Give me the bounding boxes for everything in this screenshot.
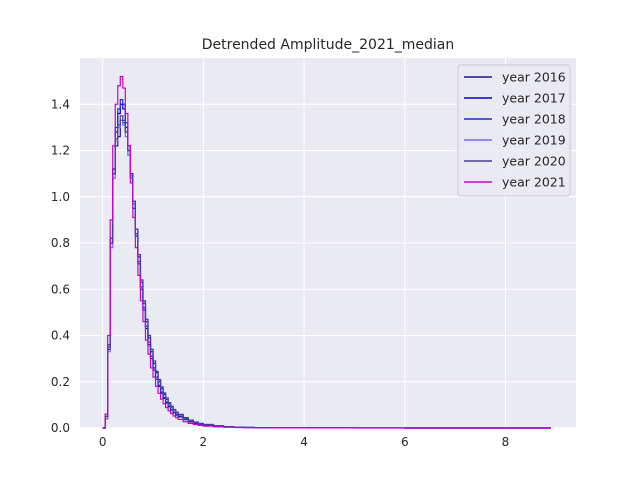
y-tick-label: 0.6 [51,282,70,296]
legend-label: year 2018 [502,112,566,127]
x-tick-label: 4 [300,435,308,449]
legend-label: year 2016 [502,70,566,85]
series-line-year-2021 [102,75,551,429]
series-layer [102,75,551,429]
legend-label: year 2017 [502,91,566,106]
chart-title: Detrended Amplitude_2021_median [202,37,455,53]
y-axis-ticks: 0.0 0.2 0.4 0.6 0.8 1.0 1.2 1.4 [51,97,70,435]
legend-label: year 2020 [502,154,566,169]
x-tick-label: 6 [401,435,409,449]
x-tick-label: 0 [99,435,107,449]
legend-label: year 2019 [502,133,566,148]
y-tick-label: 1.4 [51,97,70,111]
y-tick-label: 0.0 [51,421,70,435]
y-tick-label: 0.4 [51,329,70,343]
x-tick-label: 8 [502,435,510,449]
x-tick-label: 2 [200,435,208,449]
y-tick-label: 0.2 [51,375,70,389]
y-tick-label: 1.0 [51,190,70,204]
x-axis-ticks: 0 2 4 6 8 [99,435,509,449]
legend: year 2016 year 2017 year 2018 year 2019 year… [457,64,571,197]
y-tick-label: 0.8 [51,236,70,250]
y-tick-label: 1.2 [51,144,70,158]
legend-label: year 2021 [502,175,566,190]
